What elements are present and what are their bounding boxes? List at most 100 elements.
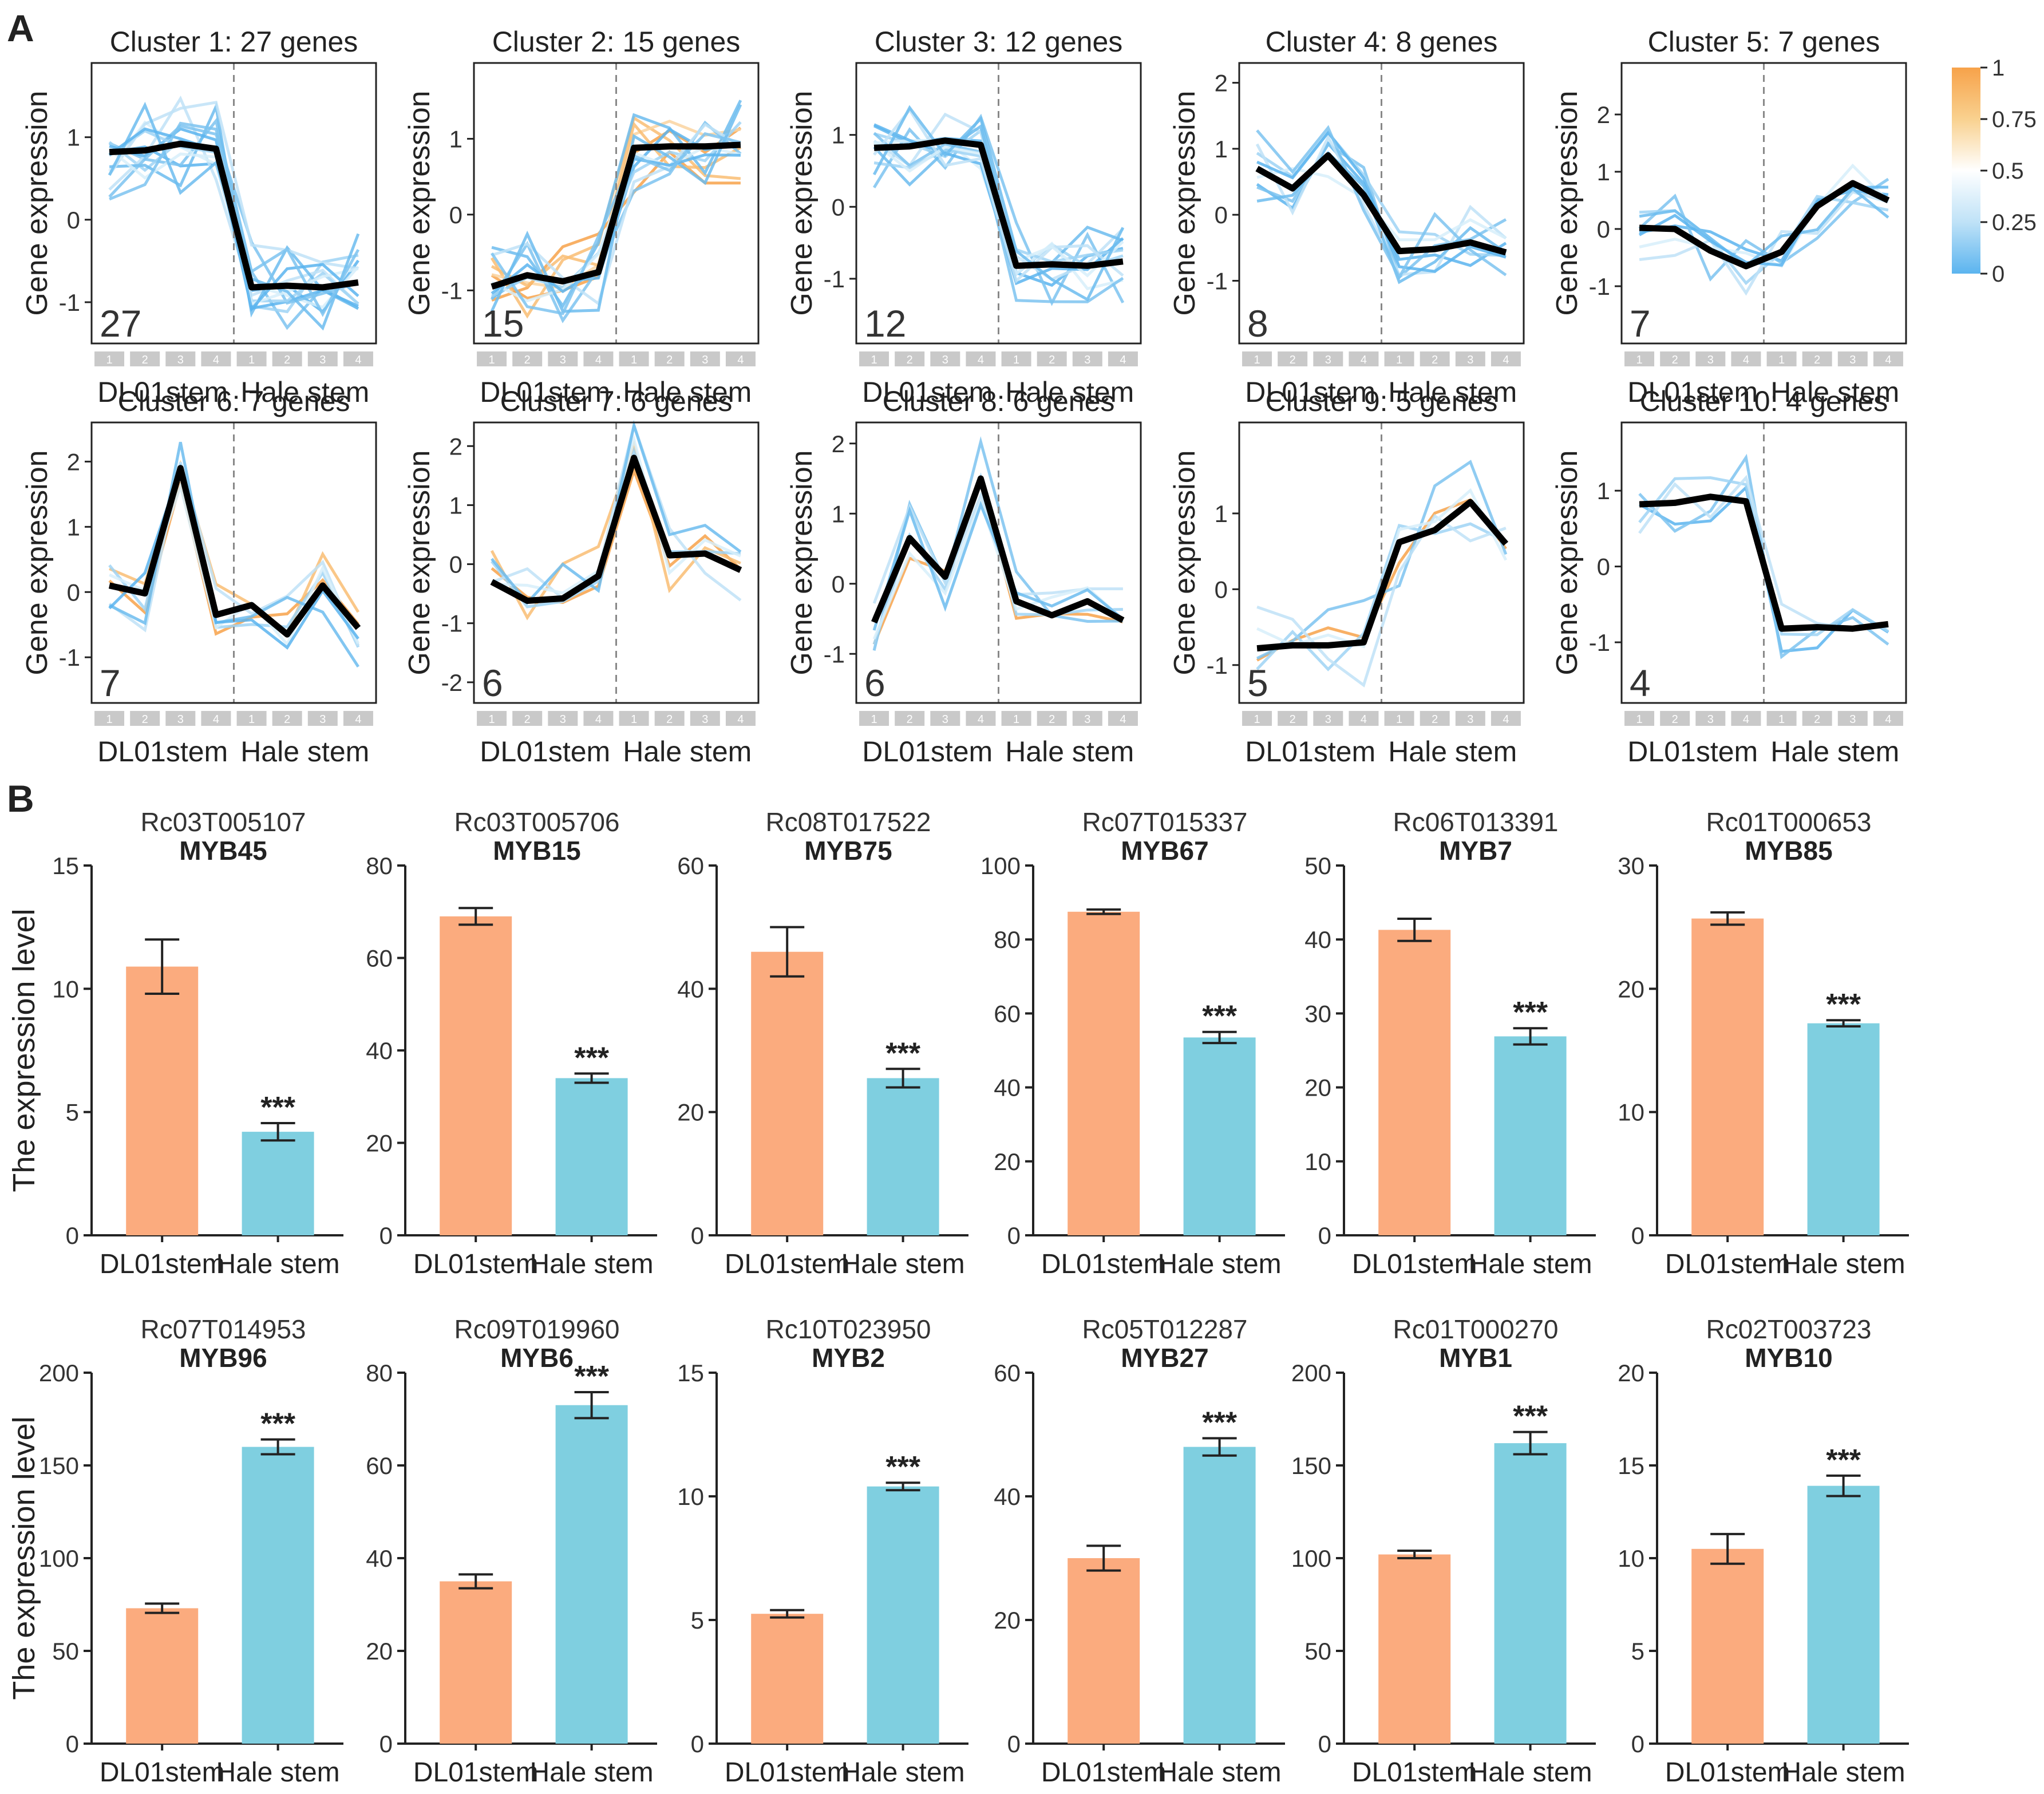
replicate-label: 4 <box>595 713 602 726</box>
cluster-count: 7 <box>100 662 121 704</box>
replicate-label: 1 <box>631 354 637 366</box>
cluster-count: 5 <box>1247 662 1268 704</box>
replicate-box <box>201 351 231 366</box>
cluster-title: Cluster 4: 8 genes <box>1266 26 1498 58</box>
replicate-box <box>725 351 756 366</box>
y-tick-label: 60 <box>994 1360 1021 1386</box>
replicate-box <box>165 351 196 366</box>
replicate-label: 1 <box>106 713 113 726</box>
gene-id: Rc07T015337 <box>1082 807 1248 837</box>
cluster-count: 12 <box>864 302 906 345</box>
x-tick-label: Hale stem <box>1782 1249 1905 1279</box>
replicate-box <box>1624 711 1655 726</box>
y-tick-label: 0 <box>1318 1222 1331 1249</box>
replicate-box <box>930 711 960 726</box>
centroid-line <box>873 137 1124 269</box>
y-tick-label: 40 <box>677 975 704 1002</box>
replicate-label: 4 <box>1361 354 1367 366</box>
x-tick-label: Hale stem <box>841 1249 965 1279</box>
replicate-box <box>1420 711 1450 726</box>
gene-id: Rc02T003723 <box>1706 1314 1872 1344</box>
gene-name: MYB67 <box>1121 836 1208 866</box>
plot-frame <box>855 421 1142 704</box>
significance-stars: *** <box>885 1037 920 1070</box>
y-tick-label: -1 <box>1207 652 1228 679</box>
y-tick-label: 200 <box>1291 1360 1331 1386</box>
significance-stars: *** <box>574 1041 609 1074</box>
gene-name: MYB2 <box>812 1343 885 1373</box>
replicate-label: 1 <box>1013 713 1019 726</box>
replicate-box <box>512 351 543 366</box>
y-tick-label: 0 <box>1215 576 1228 603</box>
significance-stars: *** <box>574 1360 609 1393</box>
replicate-box <box>1873 711 1903 726</box>
replicate-label: 1 <box>1778 713 1785 726</box>
replicate-box <box>1491 711 1521 726</box>
replicate-label: 2 <box>907 354 913 366</box>
group-label-hale-stem: Hale stem <box>1770 736 1899 768</box>
replicate-box <box>895 351 925 366</box>
y-tick-label: 2 <box>832 430 845 457</box>
replicate-label: 4 <box>213 713 219 726</box>
y-tick-label: -2 <box>441 669 462 696</box>
significance-stars: *** <box>885 1451 920 1484</box>
replicate-box <box>1108 711 1138 726</box>
bar-dl01stem <box>751 1614 824 1744</box>
plot-frame <box>1620 421 1907 704</box>
y-tick-label: 80 <box>366 1360 393 1386</box>
bar-hale-stem <box>242 1132 314 1235</box>
replicate-box <box>1108 351 1138 366</box>
replicate-label: 1 <box>1636 713 1643 726</box>
replicate-box <box>1037 711 1067 726</box>
centroid-line <box>1256 499 1509 652</box>
bar-hale-stem <box>1807 1023 1880 1235</box>
bar-dl01stem <box>126 966 199 1235</box>
y-tick-label: 0 <box>449 201 462 228</box>
bar-hale-stem <box>1183 1447 1256 1744</box>
replicate-label: 3 <box>942 354 948 366</box>
group-label-hale-stem: Hale stem <box>1005 376 1134 408</box>
replicate-box <box>1242 711 1272 726</box>
y-tick-label: -1 <box>1207 267 1228 294</box>
replicate-label: 3 <box>1707 713 1714 726</box>
y-tick-label: 1 <box>449 492 462 519</box>
replicate-label: 4 <box>213 354 219 366</box>
plot-frame <box>1238 421 1525 704</box>
y-tick-label: 0 <box>1597 554 1610 580</box>
bar-dl01stem <box>440 916 512 1235</box>
centroid-line <box>871 475 1125 624</box>
group-label-dl01stem: DL01stem <box>1627 376 1758 408</box>
replicate-label: 1 <box>631 713 637 726</box>
replicate-box <box>859 351 889 366</box>
replicate-label: 1 <box>1778 354 1785 366</box>
cluster-count: 27 <box>100 302 141 345</box>
cluster-plot-5: Cluster 5: 7 genes -1 0 1 2 Gene expression 7 1… <box>1551 26 1907 408</box>
cluster-title: Cluster 3: 12 genes <box>875 26 1123 58</box>
y-tick-label: 0 <box>832 193 845 220</box>
y-tick-label: 15 <box>677 1360 704 1386</box>
y-tick-label: 0 <box>1007 1222 1021 1249</box>
x-tick-label: DL01stem <box>413 1249 539 1279</box>
bar-hale-stem <box>1494 1443 1567 1744</box>
replicate-box <box>619 711 649 726</box>
y-tick-label: 60 <box>994 1000 1021 1027</box>
replicate-label: 1 <box>106 354 113 366</box>
replicate-box <box>165 711 196 726</box>
replicate-box <box>966 351 996 366</box>
replicate-label: 2 <box>1290 713 1296 726</box>
replicate-box <box>94 711 125 726</box>
y-tick-label: 50 <box>1304 1638 1331 1665</box>
replicate-box <box>130 711 160 726</box>
y-axis-label: Gene expression <box>785 450 819 675</box>
replicate-box <box>307 351 338 366</box>
group-label-dl01stem: DL01stem <box>97 736 228 768</box>
y-tick-label: 10 <box>1618 1545 1644 1572</box>
cluster-plot-10: Cluster 10: 4 genes -1 0 1 Gene expression 4 1… <box>1551 385 1907 768</box>
replicate-box <box>1731 711 1761 726</box>
replicate-box <box>690 711 720 726</box>
gene-profile-line <box>491 100 742 309</box>
y-tick-label: 40 <box>366 1545 393 1572</box>
y-tick-label: 0 <box>1007 1730 1021 1757</box>
replicate-box <box>1001 351 1031 366</box>
replicate-box <box>1313 711 1343 726</box>
